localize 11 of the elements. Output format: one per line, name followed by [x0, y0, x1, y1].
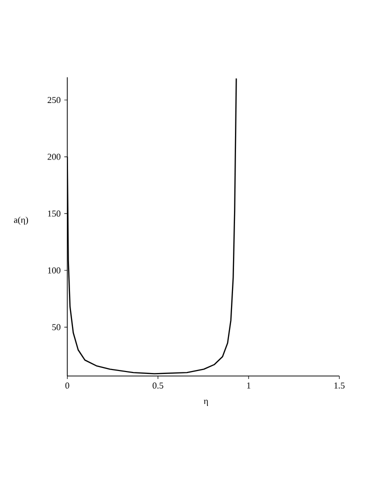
y-tick-label: 250 [48, 96, 60, 104]
y-axis-title: a(η) [14, 216, 28, 225]
x-tick-label: 0.5 [152, 382, 164, 389]
y-tick-label: 100 [48, 267, 60, 274]
x-tick-label: 1 [247, 382, 250, 388]
x-tick-label: 0 [65, 382, 70, 389]
y-tick-label: 150 [48, 210, 60, 217]
x-tick-label: 1.5 [334, 382, 345, 389]
x-axis-title: η [204, 400, 208, 406]
y-tick-label: 200 [48, 154, 60, 160]
y-tick-label: 50 [52, 324, 60, 330]
